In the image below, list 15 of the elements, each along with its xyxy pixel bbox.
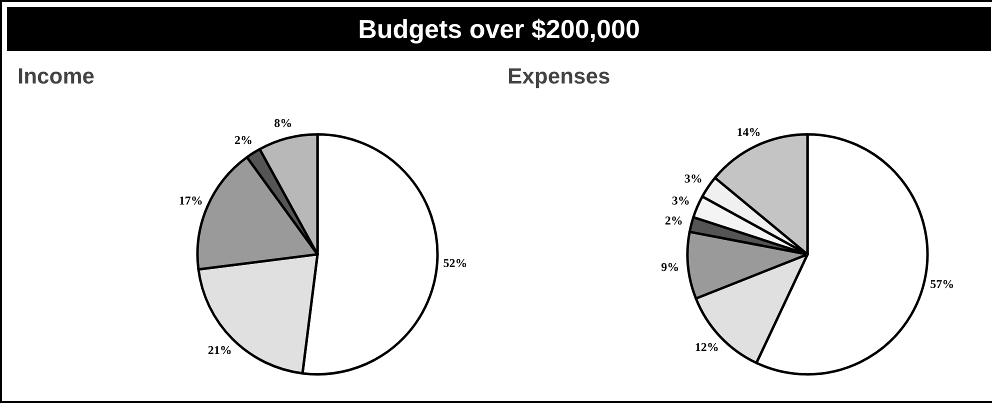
data-label: 17% [178,194,203,208]
chart-title: Budgets over $200,000 [358,13,640,46]
data-label: 3% [672,194,690,208]
data-label: 57% [930,276,954,291]
data-label: 2% [664,214,683,228]
data-label: 2% [234,133,253,148]
data-label: 14% [736,124,761,139]
data-label: 52% [443,256,468,270]
data-label: 8% [274,116,292,130]
data-label: 21% [208,343,232,357]
data-label: 9% [661,260,680,274]
data-label: 12% [694,340,719,354]
data-label: 3% [684,171,702,186]
chart-subtitle: Expenses [508,64,610,88]
chart-subtitle: Income [18,64,95,88]
